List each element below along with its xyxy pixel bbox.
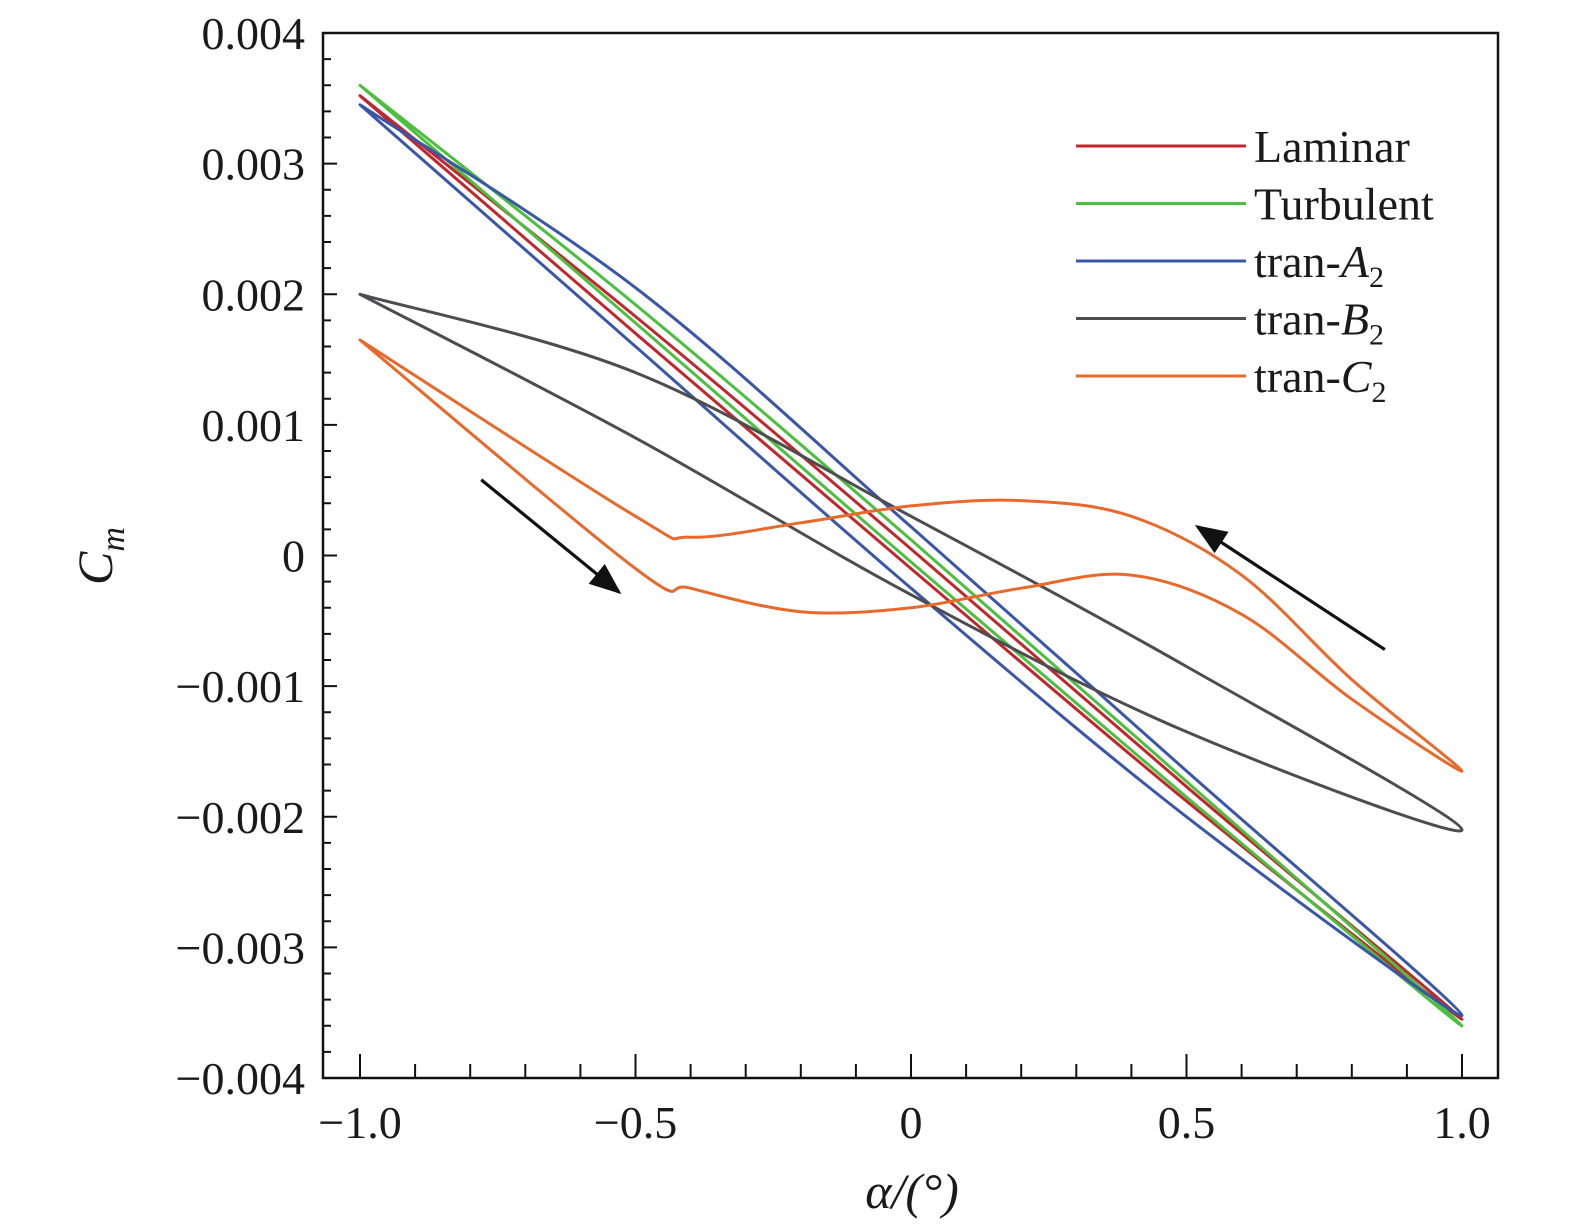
series-line-tran-b2 — [358, 292, 1464, 833]
y-axis-title: Cm — [67, 527, 132, 585]
x-axis-title: α/(°) — [865, 1163, 958, 1219]
x-tick-label: 0 — [900, 1097, 923, 1148]
y-tick-label: 0.004 — [202, 8, 306, 59]
legend-label: tran-C2 — [1254, 351, 1387, 409]
legend-label: Turbulent — [1254, 179, 1434, 230]
series-line-tran-c2 — [358, 338, 1464, 773]
direction-arrow — [480, 478, 622, 595]
legend-label: tran-A2 — [1254, 236, 1384, 294]
series-line-laminar — [358, 94, 1464, 1021]
direction-arrow — [1194, 525, 1386, 651]
legend-label: tran-B2 — [1254, 294, 1384, 352]
y-tick-label: −0.001 — [176, 661, 305, 712]
y-tick-label: −0.004 — [176, 1053, 305, 1104]
y-tick-label: 0.002 — [202, 269, 306, 320]
series-line-tran-a2 — [358, 103, 1464, 1017]
x-tick-label: −0.5 — [594, 1097, 677, 1148]
x-tick-label: −1.0 — [318, 1097, 401, 1148]
y-tick-label: −0.003 — [176, 922, 305, 973]
y-tick-label: 0 — [282, 531, 305, 582]
x-tick-label: 0.5 — [1158, 1097, 1216, 1148]
y-tick-label: −0.002 — [176, 792, 305, 843]
x-tick-label: 1.0 — [1433, 1097, 1491, 1148]
y-tick-label: 0.003 — [202, 139, 306, 190]
legend-label: Laminar — [1254, 121, 1410, 172]
series-line-turbulent — [358, 83, 1464, 1028]
y-tick-label: 0.001 — [202, 400, 306, 451]
